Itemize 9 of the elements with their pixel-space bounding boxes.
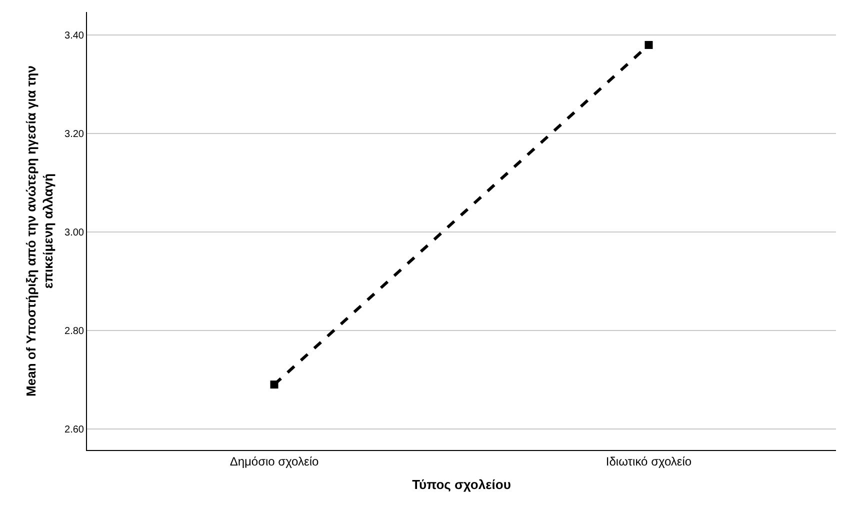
- x-tick-label: Ιδιωτικό σχολείο: [606, 454, 692, 468]
- y-tick-label: 3.40: [64, 30, 84, 42]
- y-tick-label: 3.00: [64, 227, 84, 238]
- x-tick-label: Δημόσιο σχολείο: [230, 454, 320, 468]
- y-tick-label: 3.20: [64, 129, 84, 140]
- y-tick-label: 2.80: [64, 326, 84, 337]
- y-axis-title: Mean of Υποστήριξη από την ανώτερη ηγεσία για την επικείμενη αλλαγή: [24, 66, 56, 396]
- x-axis-title: Τύπος σχολείου: [412, 477, 512, 492]
- y-tick-label: 2.60: [64, 424, 84, 436]
